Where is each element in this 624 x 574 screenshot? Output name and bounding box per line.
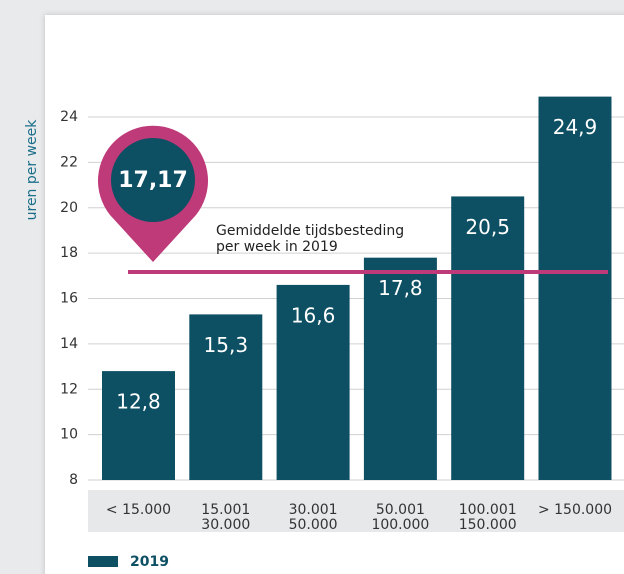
value-label: 17,8 [378,276,423,300]
y-tick-label: 8 [69,472,78,488]
bar [363,257,437,480]
y-tick-label: 24 [60,109,78,125]
y-tick-label: 22 [60,154,78,170]
x-tick-label: 15.001 30.000 [201,502,250,533]
category-band [88,490,624,532]
value-label: 24,9 [553,115,598,139]
x-tick-label: 30.001 50.000 [289,502,338,533]
average-label: 17,17 [118,168,188,193]
bar [276,284,350,480]
y-tick-label: 18 [60,245,78,261]
bar [451,196,525,480]
bar [102,371,175,480]
legend-label: 2019 [130,554,169,570]
y-tick-label: 20 [60,200,78,216]
bar [189,314,263,480]
y-tick-label: 12 [60,381,78,397]
value-label: 16,6 [291,303,336,327]
x-tick-label: < 15.000 [106,502,171,518]
bar [538,96,612,481]
y-axis-label: uren per week [24,119,40,221]
y-tick-label: 14 [60,336,78,352]
x-tick-label: 50.001 100.000 [371,502,429,533]
value-label: 15,3 [204,333,249,357]
y-tick-label: 16 [60,291,78,307]
x-tick-label: > 150.000 [538,502,612,518]
average-pin-core [111,138,195,222]
value-label: 12,8 [116,390,161,414]
average-annotation: Gemiddelde tijdsbesteding per week in 201… [216,223,404,255]
legend-swatch [88,556,118,567]
x-tick-label: 100.001 150.000 [459,502,517,533]
value-label: 20,5 [465,215,510,239]
y-tick-label: 10 [60,427,78,443]
